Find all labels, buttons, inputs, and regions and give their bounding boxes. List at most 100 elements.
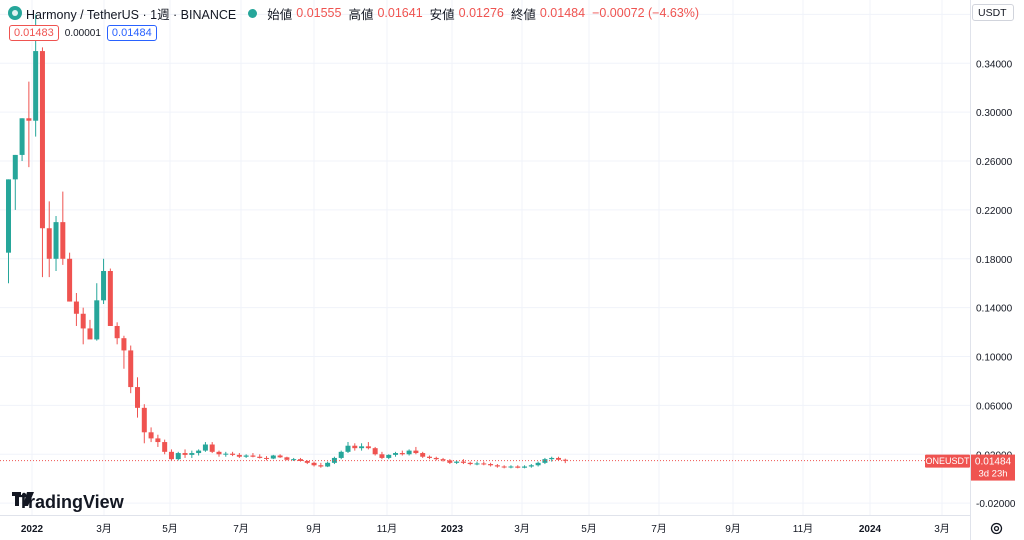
candle <box>94 283 100 341</box>
candle <box>549 456 555 462</box>
y-tick-label: 0.10000 <box>976 353 1013 364</box>
sell-button[interactable]: 0.01483 <box>9 25 59 41</box>
candle-body <box>542 459 548 463</box>
grid-lines <box>0 0 970 515</box>
candle-body <box>264 457 270 459</box>
x-tick-label: 7月 <box>651 523 667 535</box>
candle <box>196 449 202 456</box>
candle <box>264 456 270 461</box>
y-tick-label: -0.02000 <box>976 499 1016 510</box>
candle-body <box>311 462 317 466</box>
candle <box>481 461 487 466</box>
candle <box>175 451 181 461</box>
candle <box>447 459 453 465</box>
symbol-title[interactable]: Harmony / TetherUS · 1週 · BINANCE <box>26 7 237 22</box>
candle-body <box>501 466 507 468</box>
change-value: −0.00072 (−4.63%) <box>592 6 700 20</box>
x-tick-label: 3月 <box>934 523 950 535</box>
y-tick-label: 0.06000 <box>976 401 1013 412</box>
x-tick-label: 9月 <box>725 523 741 535</box>
candle <box>155 434 161 447</box>
candle-body <box>162 442 168 452</box>
candle-body <box>67 258 73 302</box>
candle <box>338 450 344 460</box>
candle-body <box>148 432 154 439</box>
candle-body <box>114 325 120 339</box>
candle-body <box>202 444 208 451</box>
bid-ask-panel: 0.01483 0.00001 0.01484 <box>9 25 157 41</box>
candle-body <box>433 457 439 460</box>
candle <box>67 252 73 302</box>
y-tick-label: 0.14000 <box>976 304 1013 315</box>
candle <box>515 465 521 469</box>
tradingview-logo[interactable]: TradingView <box>12 492 124 513</box>
candle-body <box>6 179 11 253</box>
buy-button[interactable]: 0.01484 <box>106 25 157 41</box>
candle <box>39 47 45 278</box>
symbol-price-tag <box>925 454 970 468</box>
candle-body <box>352 445 358 449</box>
candle-body <box>386 454 392 458</box>
candle-body <box>535 462 541 466</box>
candle <box>406 449 412 456</box>
candle <box>542 457 548 465</box>
candle-body <box>488 464 494 466</box>
candle <box>562 458 568 464</box>
candle <box>345 442 351 454</box>
candle-body <box>121 338 127 351</box>
currency-selector[interactable]: USDT <box>972 4 1014 21</box>
candle-body <box>440 459 446 461</box>
candle <box>107 268 113 326</box>
candle-body <box>420 453 426 457</box>
candle-body <box>454 461 460 463</box>
x-tick-label: 9月 <box>306 523 322 535</box>
candle-body <box>325 462 331 467</box>
candle-body <box>80 313 86 329</box>
candle-body <box>46 228 52 259</box>
candle <box>101 258 107 304</box>
candle-body <box>522 466 528 468</box>
candle <box>359 443 365 451</box>
candle <box>508 465 514 469</box>
harmony-logo-icon <box>8 6 22 20</box>
candle <box>386 454 392 460</box>
high-label: 高値 <box>348 7 374 22</box>
candle <box>80 307 86 345</box>
candle-body <box>135 387 141 408</box>
candle-body <box>474 463 480 465</box>
candle <box>6 179 11 284</box>
candle-body <box>318 465 324 467</box>
candle <box>372 446 378 456</box>
close-label: 終値 <box>510 7 536 22</box>
candle-body <box>209 444 215 452</box>
candle <box>46 201 52 278</box>
candle-body <box>243 455 249 457</box>
open-label: 始値 <box>267 7 293 22</box>
candle-body <box>39 51 45 229</box>
candle-body <box>270 455 276 459</box>
candle-body <box>494 465 500 467</box>
candle <box>426 455 432 460</box>
candle-body <box>481 463 487 465</box>
candle-body <box>372 448 378 455</box>
bar-countdown-label: 3d 23h <box>978 469 1007 480</box>
last-price-tag <box>971 454 1015 481</box>
candle <box>19 118 25 162</box>
gear-icon[interactable] <box>990 522 1003 535</box>
candle-body <box>189 453 195 455</box>
candle-body <box>549 457 555 460</box>
candle-body <box>12 154 18 180</box>
candle <box>528 464 534 468</box>
candle-body <box>555 457 561 460</box>
candle-body <box>515 466 521 468</box>
candle <box>162 439 168 455</box>
candle <box>440 457 446 462</box>
spread-value: 0.00001 <box>64 27 101 39</box>
candle <box>230 451 236 457</box>
x-tick-label: 3月 <box>514 523 530 535</box>
candle-body <box>73 301 79 314</box>
symbol-legend: Harmony / TetherUS · 1週 · BINANCE 始値 0.0… <box>8 4 702 22</box>
candle <box>413 446 419 455</box>
